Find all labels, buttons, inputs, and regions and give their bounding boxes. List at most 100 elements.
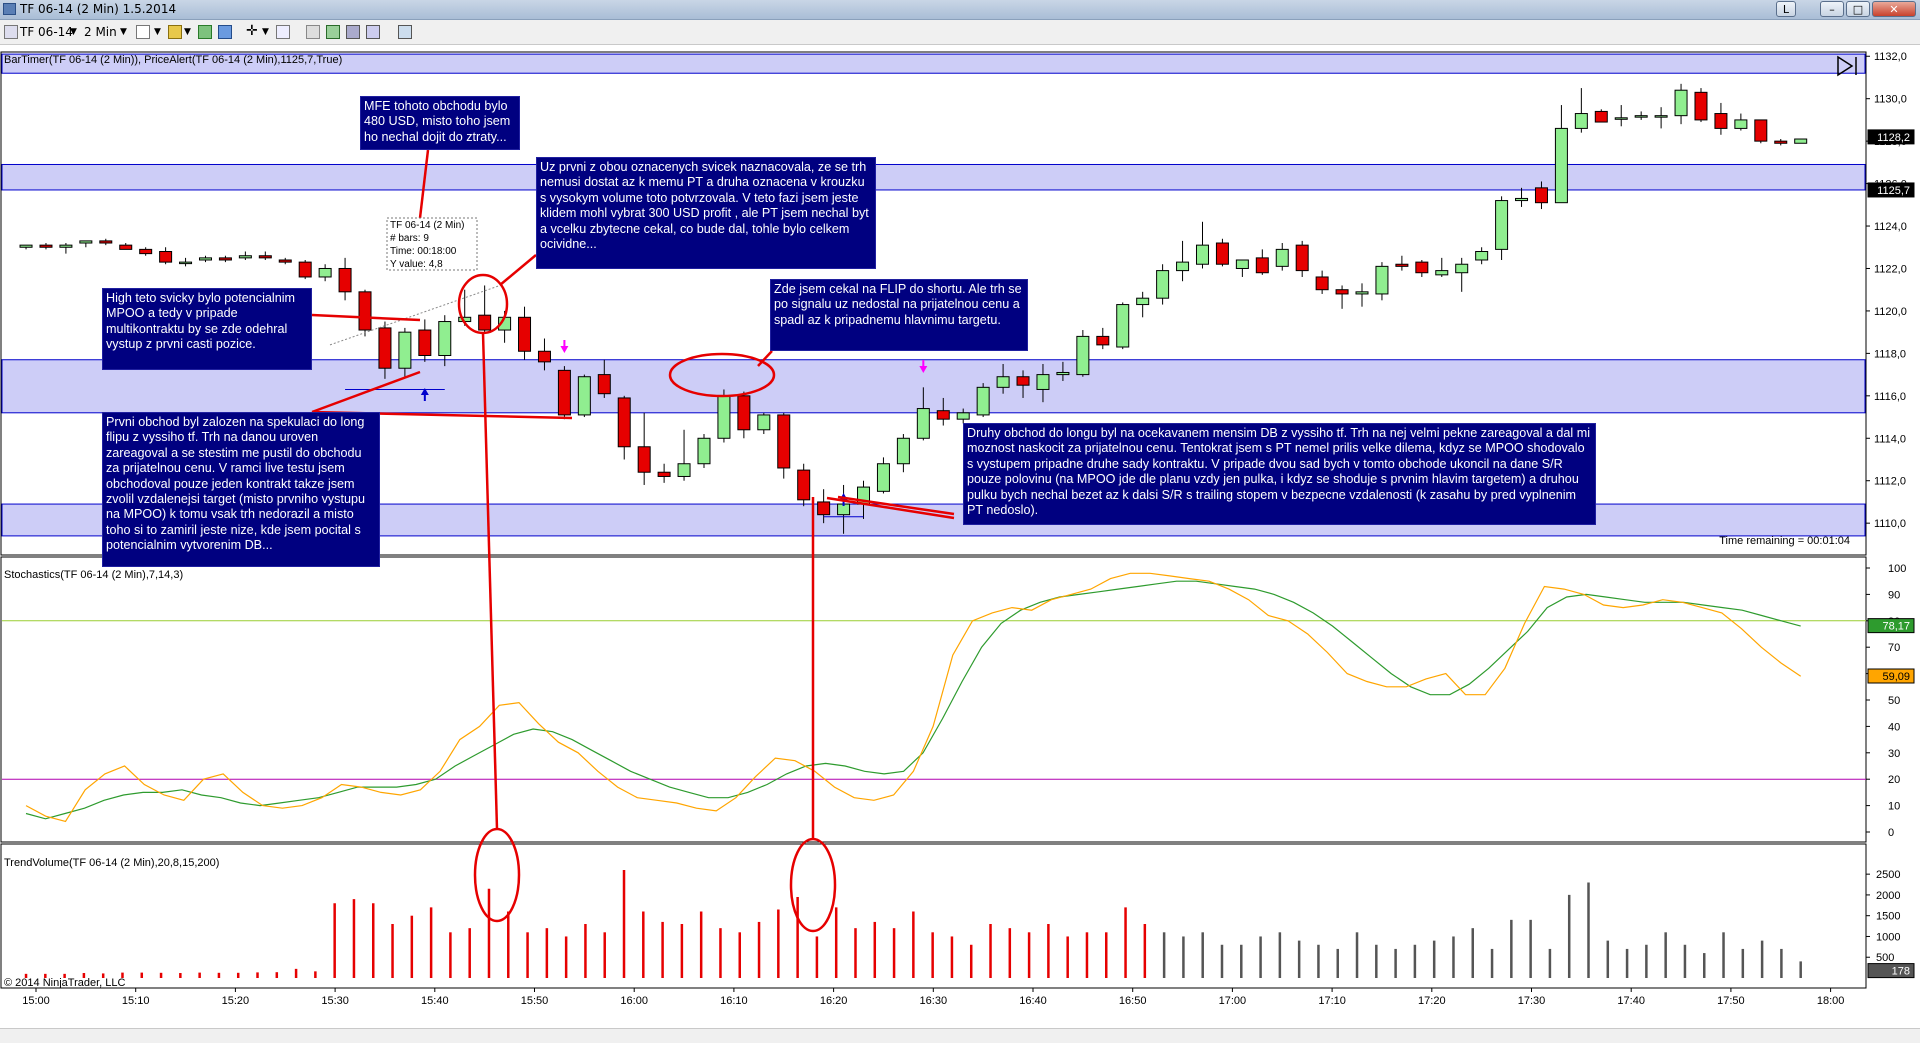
link-button[interactable]: L bbox=[1776, 1, 1796, 17]
candle-body bbox=[1534, 187, 1548, 204]
candle-body bbox=[1056, 371, 1070, 376]
pencil-icon[interactable] bbox=[168, 25, 182, 39]
instrument-selector[interactable]: TF 06-14 bbox=[20, 25, 73, 39]
candle-body bbox=[1375, 265, 1389, 295]
candle-body bbox=[1614, 117, 1628, 120]
stoch-tick-label: 90 bbox=[1888, 589, 1900, 601]
chevron-down-icon[interactable]: ▼ bbox=[184, 27, 191, 37]
time-tick-label: 15:20 bbox=[222, 995, 250, 1007]
chart-toolbar: TF 06-14 ▼ 2 Min ▼ ▼ ▼ ✛ ▼ bbox=[0, 20, 1920, 45]
candle-body bbox=[817, 501, 831, 516]
candle-body bbox=[1156, 270, 1170, 299]
candle-body bbox=[1136, 297, 1150, 306]
candle-body bbox=[1794, 138, 1808, 144]
horizontal-scrollbar[interactable] bbox=[0, 1028, 1920, 1043]
print-icon[interactable] bbox=[366, 25, 380, 39]
candle-body bbox=[218, 257, 232, 261]
candle-body bbox=[1435, 270, 1449, 276]
candle-body bbox=[1774, 140, 1788, 144]
data-box-icon[interactable] bbox=[346, 25, 360, 39]
stoch-tick-label: 30 bbox=[1888, 748, 1900, 760]
chevron-down-icon[interactable]: ▼ bbox=[70, 27, 77, 37]
time-tick-label: 16:10 bbox=[720, 995, 748, 1007]
bar-timer-icon bbox=[1837, 55, 1857, 77]
stochastics-plot bbox=[2, 572, 1866, 823]
templates-icon[interactable] bbox=[398, 25, 412, 39]
candle-body bbox=[318, 267, 332, 278]
candle-body bbox=[478, 314, 492, 331]
price-tick-label: 1116,0 bbox=[1874, 391, 1906, 403]
time-tick-label: 17:20 bbox=[1418, 995, 1446, 1007]
candle-body bbox=[677, 463, 691, 477]
price-tick-label: 1130,0 bbox=[1874, 94, 1907, 106]
data-box-line: # bars: 9 bbox=[390, 233, 429, 244]
candle-body bbox=[179, 261, 193, 265]
stoch-tick-label: 10 bbox=[1888, 801, 1900, 813]
alert-price-label-bg bbox=[1867, 182, 1915, 198]
candle-body bbox=[59, 244, 73, 248]
time-tick-label: 17:00 bbox=[1219, 995, 1247, 1007]
price-tick-label: 1124,0 bbox=[1874, 221, 1907, 233]
chevron-down-icon[interactable]: ▼ bbox=[154, 27, 161, 37]
candle-body bbox=[1694, 91, 1708, 121]
candle-body bbox=[1255, 257, 1269, 274]
data-box-line: Time: 00:18:00 bbox=[390, 246, 457, 257]
chevron-down-icon[interactable]: ▼ bbox=[262, 27, 269, 37]
volume-last-label: 178 bbox=[1892, 966, 1910, 978]
stoch-line-k bbox=[25, 572, 1802, 823]
stoch-k-value-label-bg bbox=[1867, 668, 1915, 684]
minimize-icon[interactable]: – bbox=[1820, 1, 1844, 17]
time-tick-label: 15:40 bbox=[421, 995, 449, 1007]
candle-body bbox=[358, 291, 372, 331]
stoch-tick-label: 0 bbox=[1888, 827, 1894, 839]
stoch-k-value-label: 59,09 bbox=[1882, 671, 1910, 683]
maximize-icon[interactable]: □ bbox=[1846, 1, 1870, 17]
close-icon[interactable]: ✕ bbox=[1872, 1, 1916, 17]
annotation-mfe: MFE tohoto obchodu bylo 480 USD, misto t… bbox=[360, 96, 520, 150]
screenshot-icon[interactable] bbox=[326, 25, 340, 39]
stoch-d-value-label: 78,17 bbox=[1882, 621, 1910, 633]
last-price-label: 1128,2 bbox=[1877, 132, 1910, 144]
strategy-icon[interactable] bbox=[218, 25, 232, 39]
candle-body bbox=[697, 437, 711, 465]
candle-body bbox=[577, 376, 591, 416]
properties-icon[interactable] bbox=[306, 25, 320, 39]
candle-body bbox=[1594, 110, 1608, 123]
candle-body bbox=[717, 395, 731, 439]
data-box-tooltip: TF 06-14 (2 Min) # bars: 9 Time: 00:18:0… bbox=[386, 217, 478, 271]
sr-zone bbox=[1, 359, 1866, 414]
volume-bars bbox=[24, 870, 1802, 978]
candle-body bbox=[597, 374, 611, 395]
volume-tick-label: 1500 bbox=[1876, 911, 1900, 923]
volume-panel bbox=[0, 843, 1867, 989]
time-tick-label: 16:20 bbox=[820, 995, 848, 1007]
buy-arrow-icon bbox=[420, 388, 429, 401]
chart-canvas[interactable]: 1110,0 1112,0 1114,0 1116,0 1118,0 1120,0 1122… bbox=[0, 45, 1920, 1027]
stoch-tick-label: 50 bbox=[1888, 695, 1900, 707]
candle-body bbox=[797, 469, 811, 501]
add-indicator-icon[interactable] bbox=[198, 25, 212, 39]
candle-body bbox=[757, 414, 771, 431]
stoch-d-value-label-bg bbox=[1867, 618, 1915, 634]
markup-line bbox=[311, 370, 421, 414]
candle-body bbox=[737, 395, 751, 431]
candle-body bbox=[1574, 113, 1588, 129]
annotation-uz-prvni: Uz prvni z obou oznacenych svicek naznac… bbox=[536, 157, 876, 269]
candle-body bbox=[936, 410, 950, 420]
candle-body bbox=[1634, 115, 1648, 118]
candle-body bbox=[258, 255, 272, 259]
crosshair-icon[interactable]: ✛ bbox=[246, 23, 258, 39]
price-tick-label: 1110,0 bbox=[1874, 518, 1906, 530]
candle-body bbox=[1036, 374, 1050, 390]
candle-body bbox=[1195, 244, 1209, 265]
window-titlebar: TF 06-14 (2 Min) 1.5.2014 L – □ ✕ bbox=[0, 0, 1920, 20]
zoom-icon[interactable] bbox=[276, 25, 290, 39]
annotation-prvni: Prvni obchod byl zalozen na spekulaci do… bbox=[102, 412, 380, 567]
candle-body bbox=[1654, 115, 1668, 118]
app-icon bbox=[3, 3, 16, 15]
interval-selector[interactable]: 2 Min bbox=[84, 25, 117, 39]
chevron-down-icon[interactable]: ▼ bbox=[120, 27, 127, 37]
stoch-tick-label: 40 bbox=[1888, 721, 1900, 733]
time-tick-label: 17:40 bbox=[1617, 995, 1645, 1007]
bars-icon[interactable] bbox=[136, 25, 150, 39]
